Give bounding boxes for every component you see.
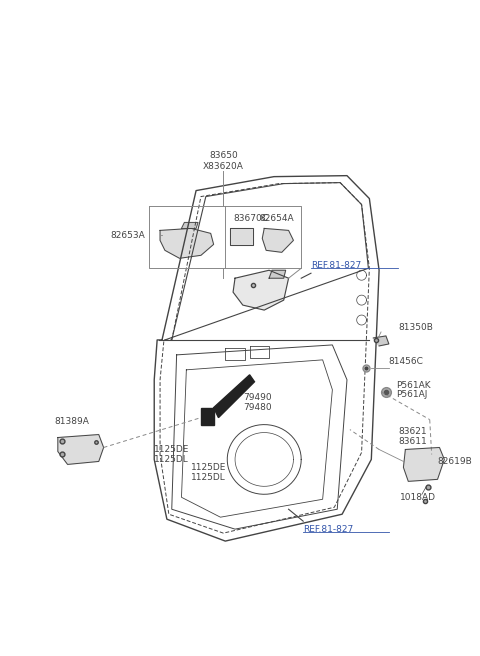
Text: REF.81-827: REF.81-827 <box>303 525 353 533</box>
Text: 83670C: 83670C <box>233 214 268 223</box>
Polygon shape <box>58 434 104 464</box>
Text: 82653A: 82653A <box>111 231 145 240</box>
Polygon shape <box>214 375 254 418</box>
Text: 82654A: 82654A <box>259 214 294 223</box>
Polygon shape <box>262 228 293 253</box>
Polygon shape <box>230 228 252 245</box>
Polygon shape <box>269 270 286 278</box>
Text: REF.81-827: REF.81-827 <box>311 261 361 270</box>
Polygon shape <box>403 447 444 482</box>
Text: 1125DE: 1125DE <box>191 463 227 472</box>
Text: 81389A: 81389A <box>54 417 89 426</box>
Text: 82619B: 82619B <box>437 457 472 466</box>
Text: P561AJ: P561AJ <box>396 390 427 400</box>
Text: 83621: 83621 <box>398 427 427 436</box>
Text: 79480: 79480 <box>243 403 271 412</box>
Polygon shape <box>181 222 198 228</box>
Text: 81350B: 81350B <box>398 323 433 333</box>
Text: 1018AD: 1018AD <box>400 493 436 502</box>
Polygon shape <box>160 228 214 258</box>
Text: X83620A: X83620A <box>203 162 244 171</box>
Text: 1125DE
1125DL: 1125DE 1125DL <box>154 445 190 464</box>
Polygon shape <box>373 336 389 346</box>
Text: 83650: 83650 <box>209 152 238 160</box>
Text: 83611: 83611 <box>398 437 427 446</box>
Polygon shape <box>233 270 288 310</box>
Text: 1125DL: 1125DL <box>191 473 226 482</box>
Text: 81456C: 81456C <box>389 358 424 366</box>
Text: 79490: 79490 <box>243 393 271 402</box>
Polygon shape <box>201 407 214 424</box>
Text: P561AK: P561AK <box>396 381 430 390</box>
